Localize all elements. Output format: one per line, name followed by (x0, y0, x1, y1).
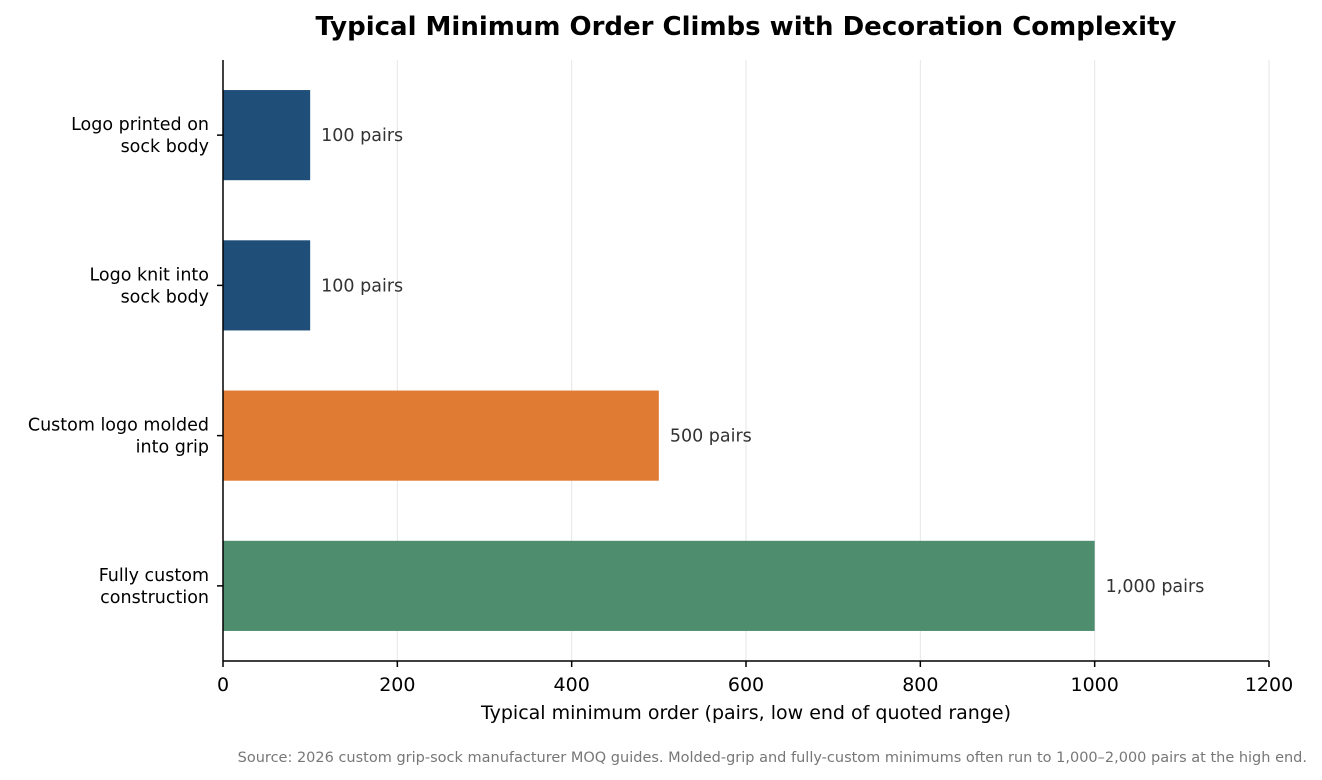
category-label: Fully custom construction (99, 566, 209, 608)
x-axis-label: Typical minimum order (pairs, low end of… (480, 702, 1011, 724)
x-tick-label: 1200 (1245, 674, 1293, 696)
x-tick-label: 800 (902, 674, 938, 696)
data-label: 500 pairs (670, 427, 752, 447)
data-label: 100 pairs (321, 276, 403, 296)
x-tick-label: 400 (554, 674, 590, 696)
bar (223, 90, 311, 181)
bar (223, 390, 659, 481)
bars (223, 90, 1095, 631)
x-tick-label: 600 (728, 674, 764, 696)
axes (217, 60, 1270, 667)
data-label: 100 pairs (321, 126, 403, 146)
chart-title: Typical Minimum Order Climbs with Decora… (316, 12, 1177, 42)
bar (223, 540, 1095, 631)
x-tick-label: 1000 (1070, 674, 1118, 696)
category-label: Custom logo molded into grip (28, 416, 209, 458)
source-note: Source: 2026 custom grip-sock manufactur… (238, 750, 1307, 766)
x-tick-label: 200 (379, 674, 415, 696)
category-label: Logo printed on sock body (71, 115, 209, 157)
bar (223, 240, 311, 331)
category-label: Logo knit into sock body (89, 265, 209, 307)
data-label: 1,000 pairs (1106, 577, 1205, 597)
labels: 100 pairs Logo printed on sock body 100 pai… (28, 115, 1293, 696)
x-tick-label: 0 (217, 674, 229, 696)
